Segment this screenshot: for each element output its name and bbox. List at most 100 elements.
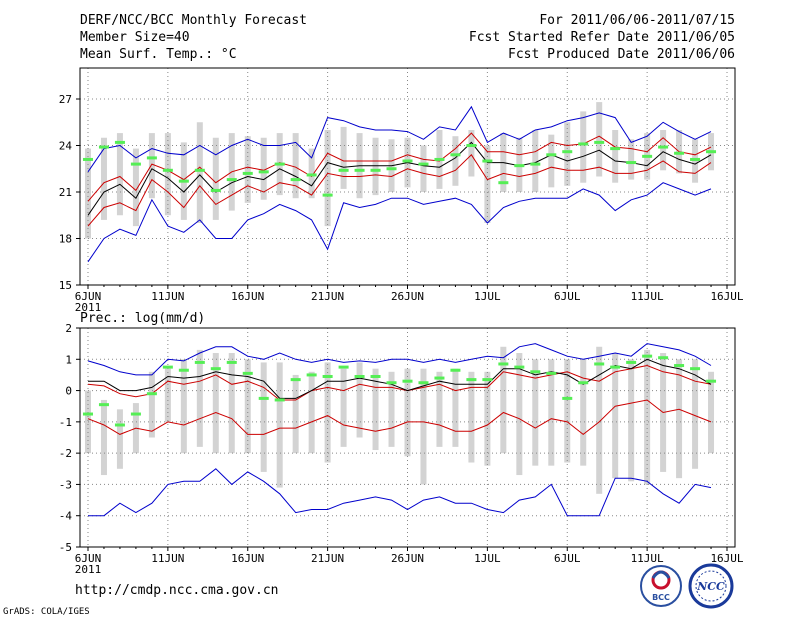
prec-observed-mark-10	[242, 371, 253, 375]
prec-observed-mark-32	[594, 362, 605, 366]
prec-y-tick-label-5: 0	[65, 385, 72, 398]
prec-spread-box-17	[356, 362, 363, 438]
prec-spread-box-34	[628, 359, 635, 482]
temp-observed-mark-33	[610, 147, 621, 151]
prec-observed-mark-34	[626, 360, 637, 364]
temp-observed-mark-3	[130, 162, 141, 166]
header-left-line-1: DERF/NCC/BCC Monthly Forecast	[80, 13, 307, 28]
temp-spread-box-18	[372, 137, 379, 196]
prec-y-tick-label-6: 1	[65, 353, 72, 366]
prec-observed-mark-35	[642, 354, 653, 358]
temp-spread-box-2	[116, 133, 123, 216]
prec-observed-mark-4	[146, 392, 157, 396]
temp-observed-mark-2	[114, 140, 125, 144]
temp-spread-box-30	[564, 122, 571, 186]
prec-y-tick-label-1: -4	[59, 510, 73, 523]
precip-chart-title: Prec.: log(mm/d)	[80, 311, 205, 326]
temp-spread-box-24	[468, 130, 475, 177]
temp-spread-box-21	[420, 145, 427, 192]
temp-observed-mark-12	[274, 162, 285, 166]
prec-spread-box-14	[308, 371, 315, 454]
prec-spread-box-35	[644, 349, 651, 485]
ncc-logo: NCC	[688, 563, 734, 609]
temp-x-tick-label-7: 11JUL	[631, 290, 664, 303]
temp-x-tick-label-0: 6JUN	[75, 290, 102, 303]
prec-spread-box-21	[420, 368, 427, 485]
temp-observed-mark-25	[482, 159, 493, 163]
prec-x-tick-label-0: 6JUN	[75, 552, 102, 565]
temp-observed-mark-19	[386, 167, 397, 171]
temp-observed-mark-23	[450, 153, 461, 157]
prec-observed-mark-16	[338, 365, 349, 369]
prec-observed-mark-21	[418, 381, 429, 385]
temp-spread-box-32	[596, 102, 603, 177]
prec-spread-box-24	[468, 371, 475, 463]
temp-observed-mark-5	[162, 168, 173, 172]
prec-x-tick-label-2: 16JUN	[231, 552, 264, 565]
temp-spread-box-3	[132, 148, 139, 227]
temp-observed-mark-20	[402, 159, 413, 163]
prec-spread-box-32	[596, 346, 603, 494]
temp-observed-mark-30	[562, 150, 573, 154]
temp-observed-mark-9	[226, 178, 237, 182]
prec-spread-box-33	[612, 353, 619, 479]
prec-observed-mark-3	[130, 412, 141, 416]
temp-observed-mark-0	[82, 157, 93, 161]
prec-spread-box-13	[292, 374, 299, 454]
temp-observed-mark-10	[242, 171, 253, 175]
grads-credit: GrADS: COLA/IGES	[3, 607, 90, 617]
temp-y-tick-label-3: 24	[59, 140, 73, 153]
temp-x-tick-label-2: 16JUN	[231, 290, 264, 303]
prec-spread-box-9	[228, 353, 235, 454]
temp-quartile-line-1	[87, 154, 712, 227]
bcc-logo-text: BCC	[652, 593, 670, 602]
prec-spread-box-26	[500, 346, 507, 454]
prec-observed-mark-11	[258, 396, 269, 400]
temp-x-tick-label-8: 16JUL	[710, 290, 743, 303]
prec-spread-box-0	[84, 390, 91, 454]
prec-spread-box-6	[180, 359, 187, 454]
prec-y-tick-label-3: -2	[59, 447, 72, 460]
temp-spread-box-13	[292, 133, 299, 199]
temp-observed-mark-11	[258, 170, 269, 174]
temp-observed-mark-15	[322, 193, 333, 197]
temp-x-tick-label-3: 21JUN	[311, 290, 344, 303]
prec-y-tick-label-7: 2	[65, 322, 72, 335]
prec-spread-box-10	[244, 359, 251, 454]
prec-observed-mark-19	[386, 381, 397, 385]
temp-observed-mark-31	[578, 142, 589, 146]
prec-x-tick-label-8: 16JUL	[710, 552, 743, 565]
temp-spread-box-16	[340, 126, 347, 189]
temp-spread-box-14	[308, 148, 315, 199]
temp-observed-mark-22	[434, 157, 445, 161]
temp-observed-mark-17	[354, 168, 365, 172]
prec-observed-mark-28	[530, 370, 541, 374]
temp-x-tick-label-4: 26JUN	[391, 290, 424, 303]
temp-x-tick-label-5: 1JUL	[474, 290, 501, 303]
temp-spread-box-34	[628, 139, 635, 180]
temp-mean-line-0	[87, 141, 712, 216]
prec-spread-box-22	[436, 371, 443, 447]
prec-spread-box-27	[516, 353, 523, 476]
temperature-chart: 15 18 21 24 27 6JUN 11JUN 16JUN 21JUN 26JUN 1JUL 6J…	[59, 67, 744, 314]
header-left-line-2: Member Size=40	[80, 30, 190, 45]
ncc-logo-inner	[695, 570, 727, 602]
prec-envelope-line-0	[87, 343, 712, 376]
prec-observed-mark-8	[210, 367, 221, 371]
temp-observed-mark-35	[642, 154, 653, 158]
temp-observed-mark-39	[706, 150, 717, 154]
temp-envelope-line-1	[87, 105, 712, 173]
temp-spread-box-23	[452, 136, 459, 186]
prec-observed-mark-33	[610, 365, 621, 369]
temp-observed-mark-21	[418, 162, 429, 166]
temp-x-year-label: 2011	[75, 301, 102, 314]
prec-spread-box-1	[100, 399, 107, 476]
prec-observed-mark-27	[514, 365, 525, 369]
bcc-logo: BCC	[640, 565, 682, 607]
prec-observed-mark-37	[674, 364, 685, 368]
temp-y-tick-label-4: 27	[59, 93, 72, 106]
temp-observed-mark-34	[626, 161, 637, 165]
temp-observed-mark-27	[514, 164, 525, 168]
prec-x-tick-label-6: 6JUL	[554, 552, 581, 565]
